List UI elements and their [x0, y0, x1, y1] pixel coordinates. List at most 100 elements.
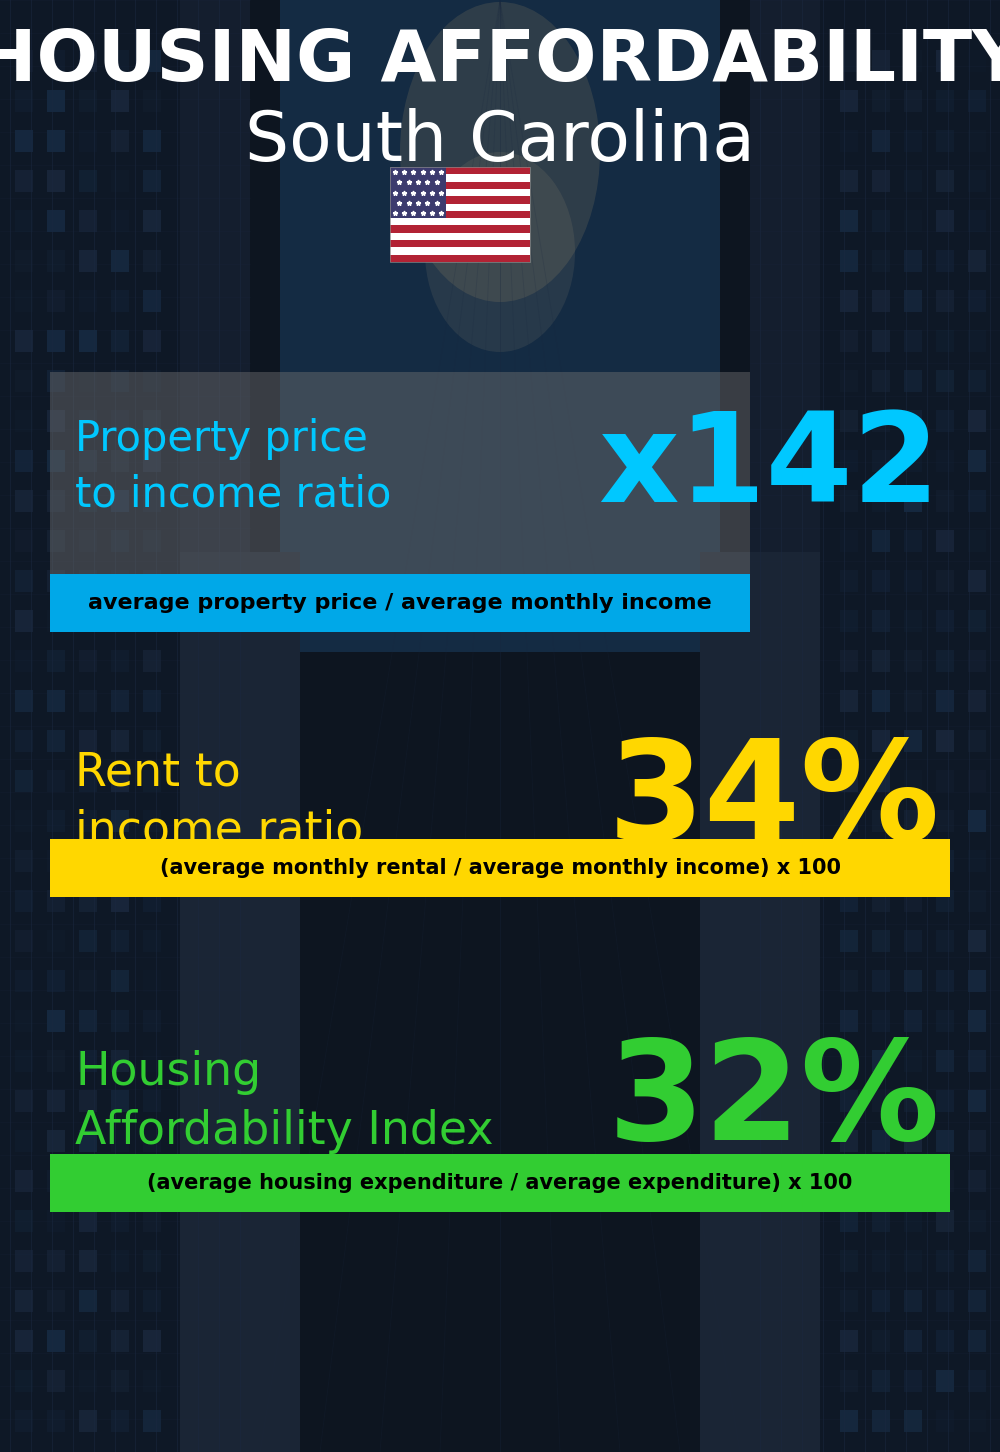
- Bar: [79, 1371, 97, 1392]
- Bar: [904, 290, 922, 312]
- Bar: [872, 970, 890, 992]
- Bar: [904, 770, 922, 791]
- Bar: [15, 250, 33, 272]
- Bar: [968, 1011, 986, 1032]
- Bar: [840, 1289, 858, 1313]
- Bar: [47, 1130, 65, 1151]
- Bar: [15, 1330, 33, 1352]
- Bar: [143, 849, 161, 873]
- Bar: [143, 929, 161, 953]
- Bar: [968, 810, 986, 832]
- Bar: [143, 290, 161, 312]
- Bar: [143, 730, 161, 752]
- Bar: [968, 49, 986, 73]
- Bar: [936, 1011, 954, 1032]
- Bar: [15, 131, 33, 152]
- Bar: [936, 1210, 954, 1231]
- Bar: [872, 530, 890, 552]
- Bar: [47, 849, 65, 873]
- Bar: [15, 1410, 33, 1432]
- Bar: [143, 530, 161, 552]
- Bar: [143, 770, 161, 791]
- Bar: [111, 1330, 129, 1352]
- Bar: [968, 409, 986, 433]
- Bar: [111, 450, 129, 472]
- Bar: [904, 1130, 922, 1151]
- Bar: [840, 1410, 858, 1432]
- Bar: [936, 890, 954, 912]
- Bar: [390, 240, 530, 247]
- Bar: [840, 1090, 858, 1112]
- Bar: [111, 890, 129, 912]
- Bar: [968, 489, 986, 513]
- Bar: [968, 290, 986, 312]
- Bar: [143, 610, 161, 632]
- Bar: [111, 49, 129, 73]
- Bar: [47, 90, 65, 112]
- Text: HOUSING AFFORDABILITY: HOUSING AFFORDABILITY: [0, 28, 1000, 96]
- Bar: [840, 970, 858, 992]
- Bar: [143, 370, 161, 392]
- Bar: [840, 170, 858, 192]
- Bar: [79, 610, 97, 632]
- Bar: [872, 890, 890, 912]
- Bar: [936, 450, 954, 472]
- Bar: [936, 1250, 954, 1272]
- Bar: [390, 203, 530, 211]
- Bar: [968, 1289, 986, 1313]
- Bar: [15, 810, 33, 832]
- Bar: [872, 170, 890, 192]
- Bar: [143, 489, 161, 513]
- Bar: [390, 247, 530, 254]
- Bar: [904, 170, 922, 192]
- Bar: [936, 849, 954, 873]
- Bar: [47, 650, 65, 672]
- Bar: [143, 330, 161, 351]
- Bar: [840, 1170, 858, 1192]
- Bar: [840, 450, 858, 472]
- Bar: [840, 131, 858, 152]
- Bar: [872, 370, 890, 392]
- Bar: [79, 1330, 97, 1352]
- Bar: [936, 1371, 954, 1392]
- Bar: [390, 167, 446, 218]
- Bar: [111, 1130, 129, 1151]
- Bar: [390, 211, 530, 218]
- Bar: [111, 690, 129, 711]
- Bar: [111, 810, 129, 832]
- Bar: [840, 890, 858, 912]
- Bar: [79, 131, 97, 152]
- Bar: [936, 1289, 954, 1313]
- Bar: [872, 1090, 890, 1112]
- Bar: [79, 970, 97, 992]
- Bar: [15, 1090, 33, 1112]
- Bar: [904, 1250, 922, 1272]
- Bar: [15, 929, 33, 953]
- Bar: [143, 131, 161, 152]
- Bar: [390, 167, 530, 261]
- Bar: [143, 1250, 161, 1272]
- Bar: [111, 1050, 129, 1072]
- Bar: [872, 1011, 890, 1032]
- Bar: [936, 970, 954, 992]
- Bar: [936, 489, 954, 513]
- Bar: [904, 690, 922, 711]
- Bar: [872, 1130, 890, 1151]
- Bar: [904, 49, 922, 73]
- Bar: [968, 330, 986, 351]
- Bar: [143, 1289, 161, 1313]
- Bar: [15, 890, 33, 912]
- Bar: [143, 170, 161, 192]
- Bar: [111, 571, 129, 592]
- Bar: [936, 810, 954, 832]
- Bar: [390, 189, 530, 196]
- Bar: [79, 170, 97, 192]
- Bar: [143, 250, 161, 272]
- Bar: [47, 290, 65, 312]
- Bar: [15, 370, 33, 392]
- Bar: [840, 1130, 858, 1151]
- Bar: [47, 250, 65, 272]
- Bar: [143, 1090, 161, 1112]
- Bar: [143, 810, 161, 832]
- Bar: [15, 450, 33, 472]
